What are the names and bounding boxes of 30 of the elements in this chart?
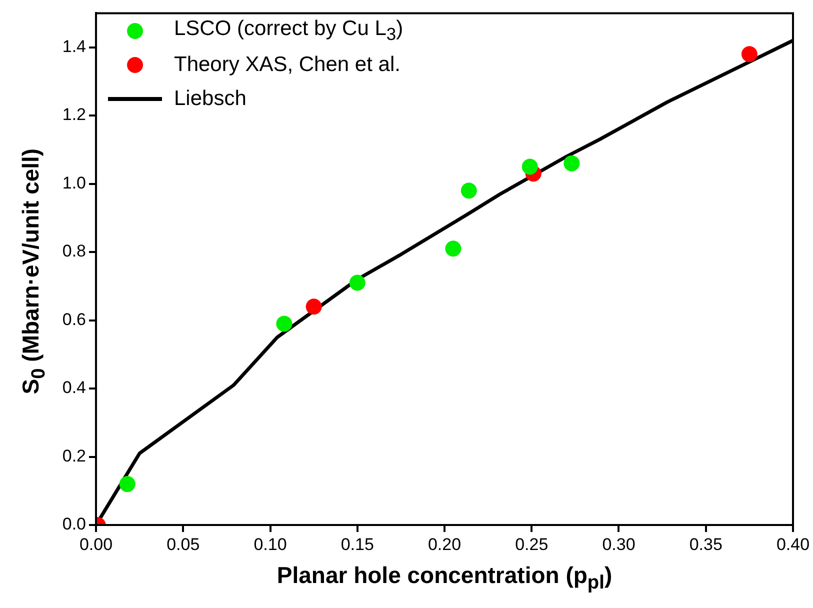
y-tick-label: 1.0 [62,173,86,192]
legend-label: Theory XAS, Chen et al. [174,53,400,77]
point [522,158,538,175]
point [276,316,292,332]
x-axis-title: Planar hole concentration (p$_{pl}$) [276,562,614,595]
x-tick-label: 0.30 [602,534,636,554]
point [564,155,580,172]
point [460,182,477,199]
x-tick-label: 0.05 [166,534,200,554]
x-tick-label: 0.25 [515,534,548,554]
point [349,274,366,291]
x-tick-label: 0.15 [340,534,374,554]
y-tick-label: 0.6 [62,310,86,329]
point [445,240,462,257]
y-tick-label: 1.4 [62,37,86,56]
y-tick-label: 0.0 [62,514,86,534]
y-tick-label: 0.4 [62,378,86,398]
x-tick-label: 0.20 [428,534,462,554]
x-tick-label: 0.35 [689,534,722,554]
point [741,46,758,62]
y-tick-label: 0.8 [62,242,86,261]
point [306,298,322,315]
x-tick-label: 0.00 [79,534,113,554]
x-tick-label: 0.40 [776,534,810,554]
y-tick-label: 1.2 [62,105,86,124]
point [119,476,136,492]
legend-label: Liebsch [174,87,246,111]
legend-label: LSCO (correct by Cu L$_{3}$) [174,16,404,46]
y-tick-label: 0.2 [62,446,86,466]
x-tick-label: 0.10 [254,534,287,554]
